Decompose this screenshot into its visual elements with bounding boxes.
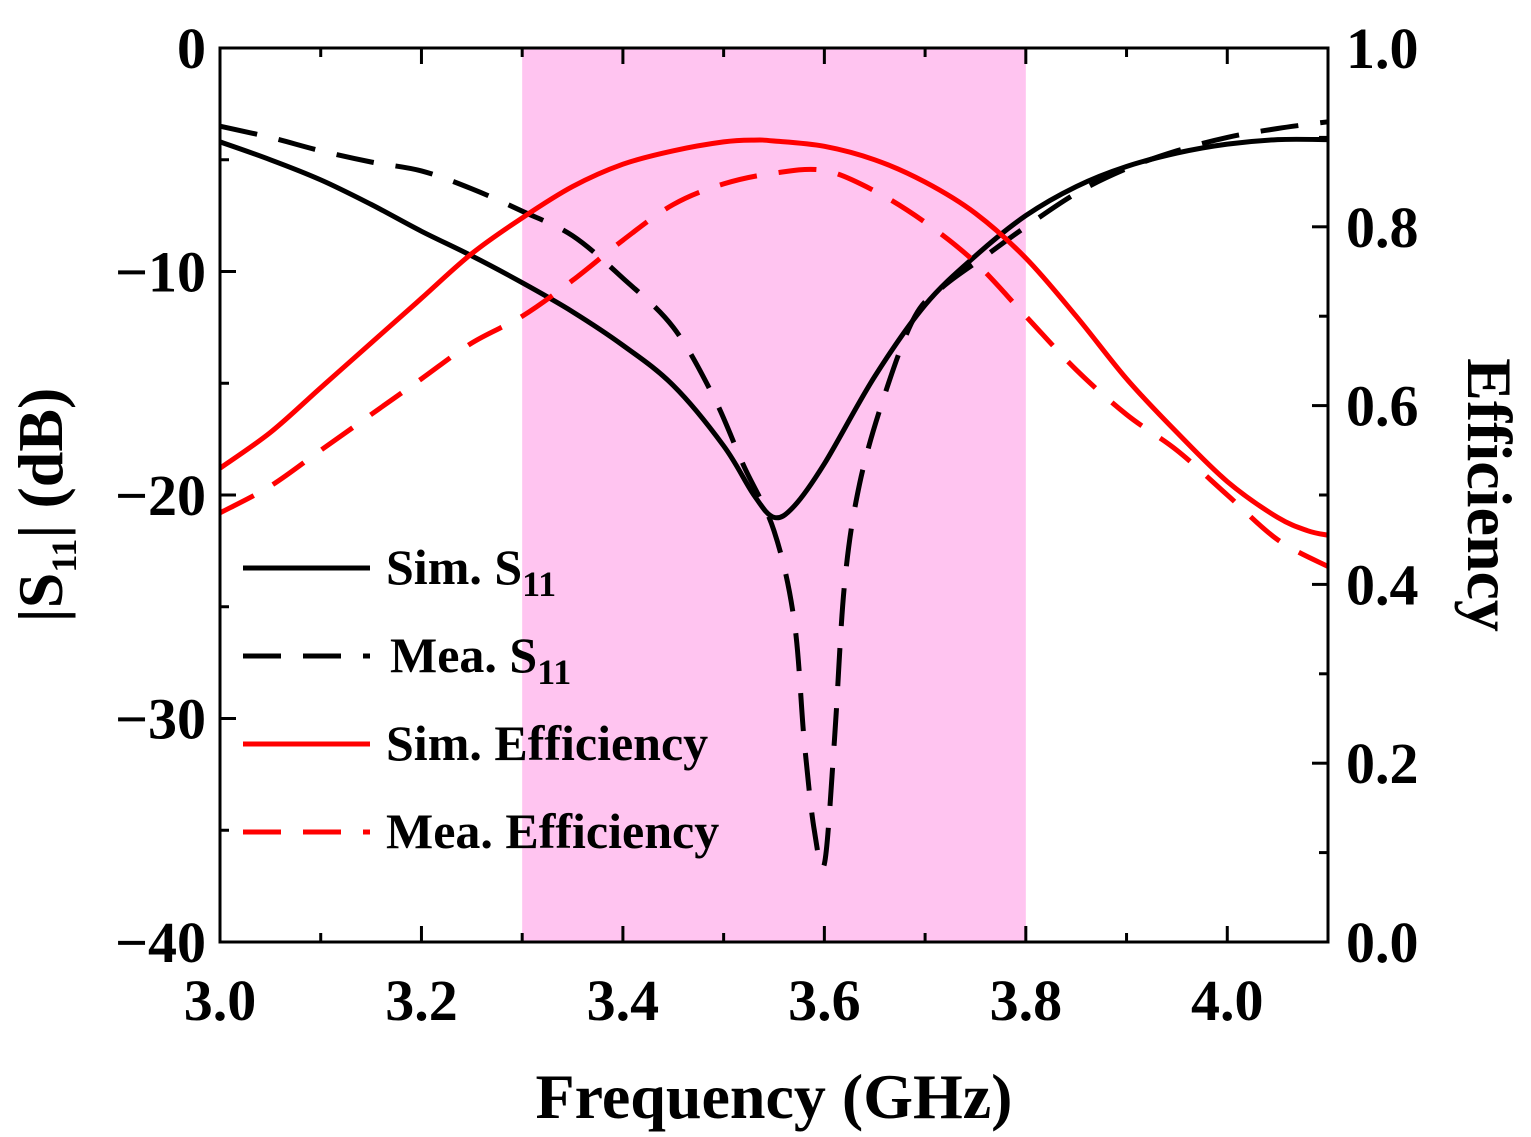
y-right-tick-label: 0.0	[1346, 910, 1419, 975]
y-right-tick-label: 0.8	[1346, 195, 1419, 260]
legend-label-1: Mea. S11	[390, 627, 571, 692]
y-right-tick-label: 0.4	[1346, 552, 1419, 617]
legend-label-main: Mea. Efficiency	[386, 803, 719, 859]
y-right-tick-label: 0.6	[1346, 374, 1419, 439]
legend-label-0: Sim. S11	[386, 539, 556, 604]
y-left-title-pre: |S	[5, 573, 76, 623]
ticks-layer: 3.0 3.2 3.4 3.6 3.8 4.0 0 −10 −20 −30 −40 1.0 0.8 0.6…	[115, 16, 1419, 1033]
y-right-tick-label: 0.2	[1346, 731, 1419, 796]
x-tick-label: 3.4	[587, 968, 660, 1033]
legend-label-main: Mea. S	[390, 627, 537, 683]
x-axis-title: Frequency (GHz)	[536, 1061, 1013, 1132]
y-left-tick-label: −40	[115, 910, 206, 975]
y-left-axis-title: |S11| (dB)	[5, 388, 84, 623]
y-left-title-post: | (dB)	[5, 388, 76, 539]
y-right-axis-title: Efficiency	[1454, 358, 1525, 632]
x-tick-label: 3.2	[385, 968, 458, 1033]
series-line-3	[218, 166, 1330, 569]
legend-label-main: Sim. Efficiency	[386, 715, 708, 771]
series-line-2	[218, 137, 1329, 538]
y-left-tick-label: −30	[115, 687, 206, 752]
x-tick-label: 3.0	[184, 968, 257, 1033]
x-tick-label: 3.6	[788, 968, 861, 1033]
y-right-tick-label: 1.0	[1346, 16, 1419, 81]
y-left-tick-label: 0	[177, 16, 206, 81]
series-line-1	[219, 119, 1329, 871]
legend-label-main: Sim. S	[386, 539, 522, 595]
y-left-title-sub: 11	[44, 539, 84, 573]
x-tick-label: 3.8	[990, 968, 1063, 1033]
shaded-band	[522, 48, 1026, 942]
legend-label-sub: 11	[537, 652, 571, 692]
y-left-tick-label: −20	[115, 463, 206, 528]
legend-label-3: Mea. Efficiency	[386, 803, 719, 859]
y-left-tick-label: −10	[115, 240, 206, 305]
series-layer	[218, 119, 1330, 871]
x-tick-label: 4.0	[1191, 968, 1264, 1033]
legend-label-sub: 11	[522, 564, 556, 604]
legend-label-2: Sim. Efficiency	[386, 715, 708, 771]
